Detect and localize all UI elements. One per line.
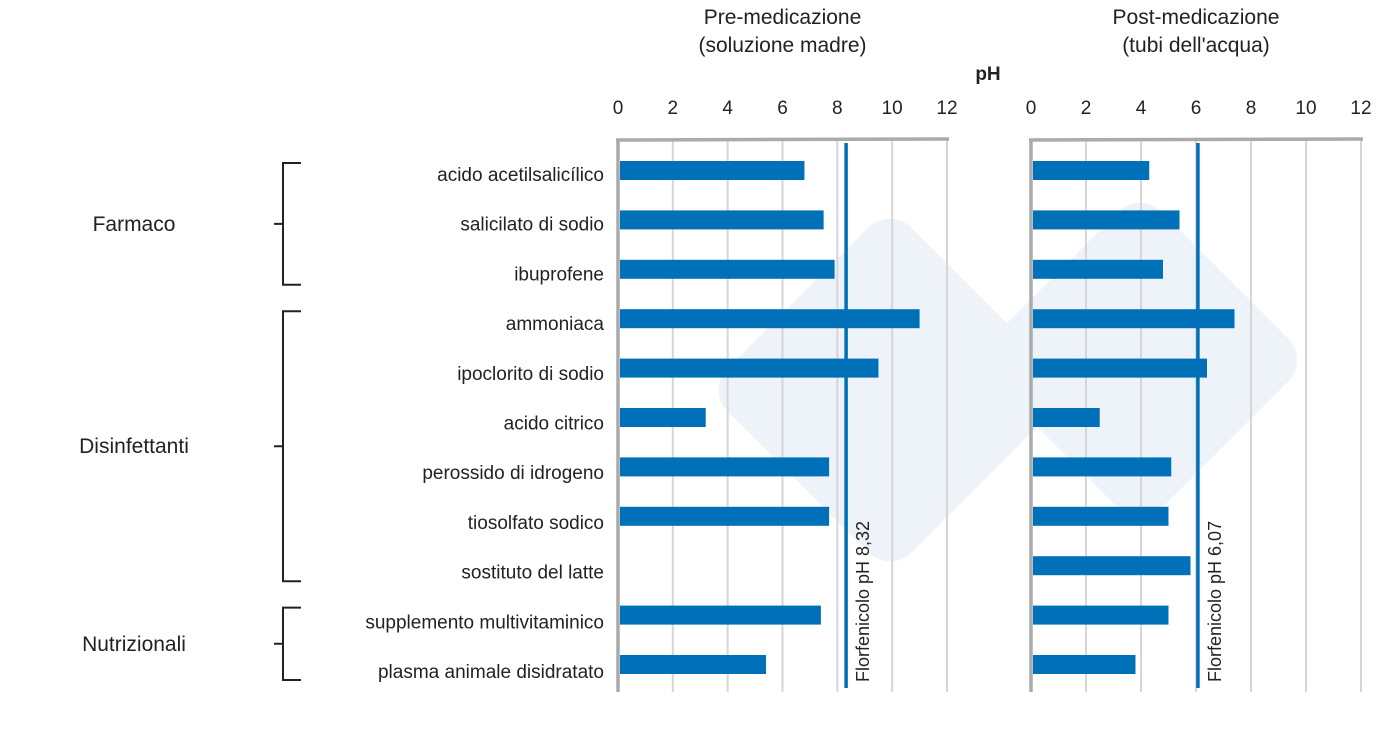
bar [620, 408, 706, 427]
bar [620, 358, 879, 378]
category-label: supplemento multivitaminico [365, 612, 604, 633]
reference-line-label: Florfenicolo pH 6,07 [1205, 521, 1225, 682]
category-label: plasma animale disidratato [378, 662, 604, 683]
bar [1033, 556, 1191, 576]
bar [620, 309, 920, 329]
tick-label: 2 [1081, 98, 1092, 119]
bar [620, 259, 835, 279]
tick-label: 10 [1295, 98, 1316, 119]
bar [1033, 259, 1163, 279]
group-bracket [274, 310, 301, 583]
category-label: acido citrico [504, 414, 604, 435]
bar [620, 457, 830, 477]
tick-label: 0 [1026, 98, 1037, 119]
tick-label: 8 [832, 98, 843, 119]
category-label: perossido di idrogeno [422, 463, 604, 484]
category-label: sostituto del latte [461, 563, 604, 584]
tick-label: 12 [936, 98, 957, 119]
group-bracket [274, 606, 301, 681]
group-label: Nutrizionali [82, 633, 186, 656]
bar [620, 506, 830, 526]
category-label: ibuprofene [514, 264, 604, 285]
group-label: Disinfettanti [79, 435, 189, 458]
bar [1033, 408, 1100, 427]
tick-label: 12 [1350, 98, 1371, 119]
tick-label: 4 [1136, 98, 1147, 119]
category-label: ipoclorito di sodio [457, 364, 604, 385]
tick-label: 10 [882, 98, 903, 119]
bar [620, 210, 824, 230]
bar [1033, 457, 1172, 477]
category-label: ammoniaca [506, 314, 605, 335]
bar [1033, 161, 1150, 180]
x-axis [1028, 137, 1364, 142]
bar [620, 655, 767, 674]
tick-label: 6 [1191, 98, 1202, 119]
category-label: salicilato di sodio [460, 215, 604, 236]
bar [1033, 309, 1235, 329]
tick-label: 4 [722, 98, 733, 119]
chart-title: (tubi dell'acqua) [1122, 34, 1270, 57]
bar [1033, 358, 1207, 378]
bar [620, 605, 821, 625]
tick-label: 6 [777, 98, 788, 119]
chart-title: Post-medicazione [1113, 6, 1280, 29]
tick-label: 0 [613, 98, 624, 119]
x-axis [615, 137, 950, 142]
tick-label: 2 [668, 98, 679, 119]
x-axis-label: pH [975, 64, 1000, 85]
reference-line-label: Florfenicolo pH 8,32 [853, 521, 873, 682]
bar [620, 161, 805, 180]
bar [1033, 605, 1169, 625]
chart-title: (soluzione madre) [698, 34, 866, 57]
category-label: tiosolfato sodico [468, 513, 604, 534]
tick-label: 8 [1246, 98, 1257, 119]
group-bracket [274, 162, 301, 286]
bar [1033, 506, 1169, 526]
bar [1033, 210, 1180, 230]
bar [1033, 655, 1136, 674]
chart-layer: acido acetilsalicílico salicilato di sodi… [79, 6, 1372, 692]
chart-title: Pre-medicazione [704, 6, 862, 29]
group-label: Farmaco [93, 213, 176, 236]
category-label: acido acetilsalicílico [437, 165, 604, 186]
